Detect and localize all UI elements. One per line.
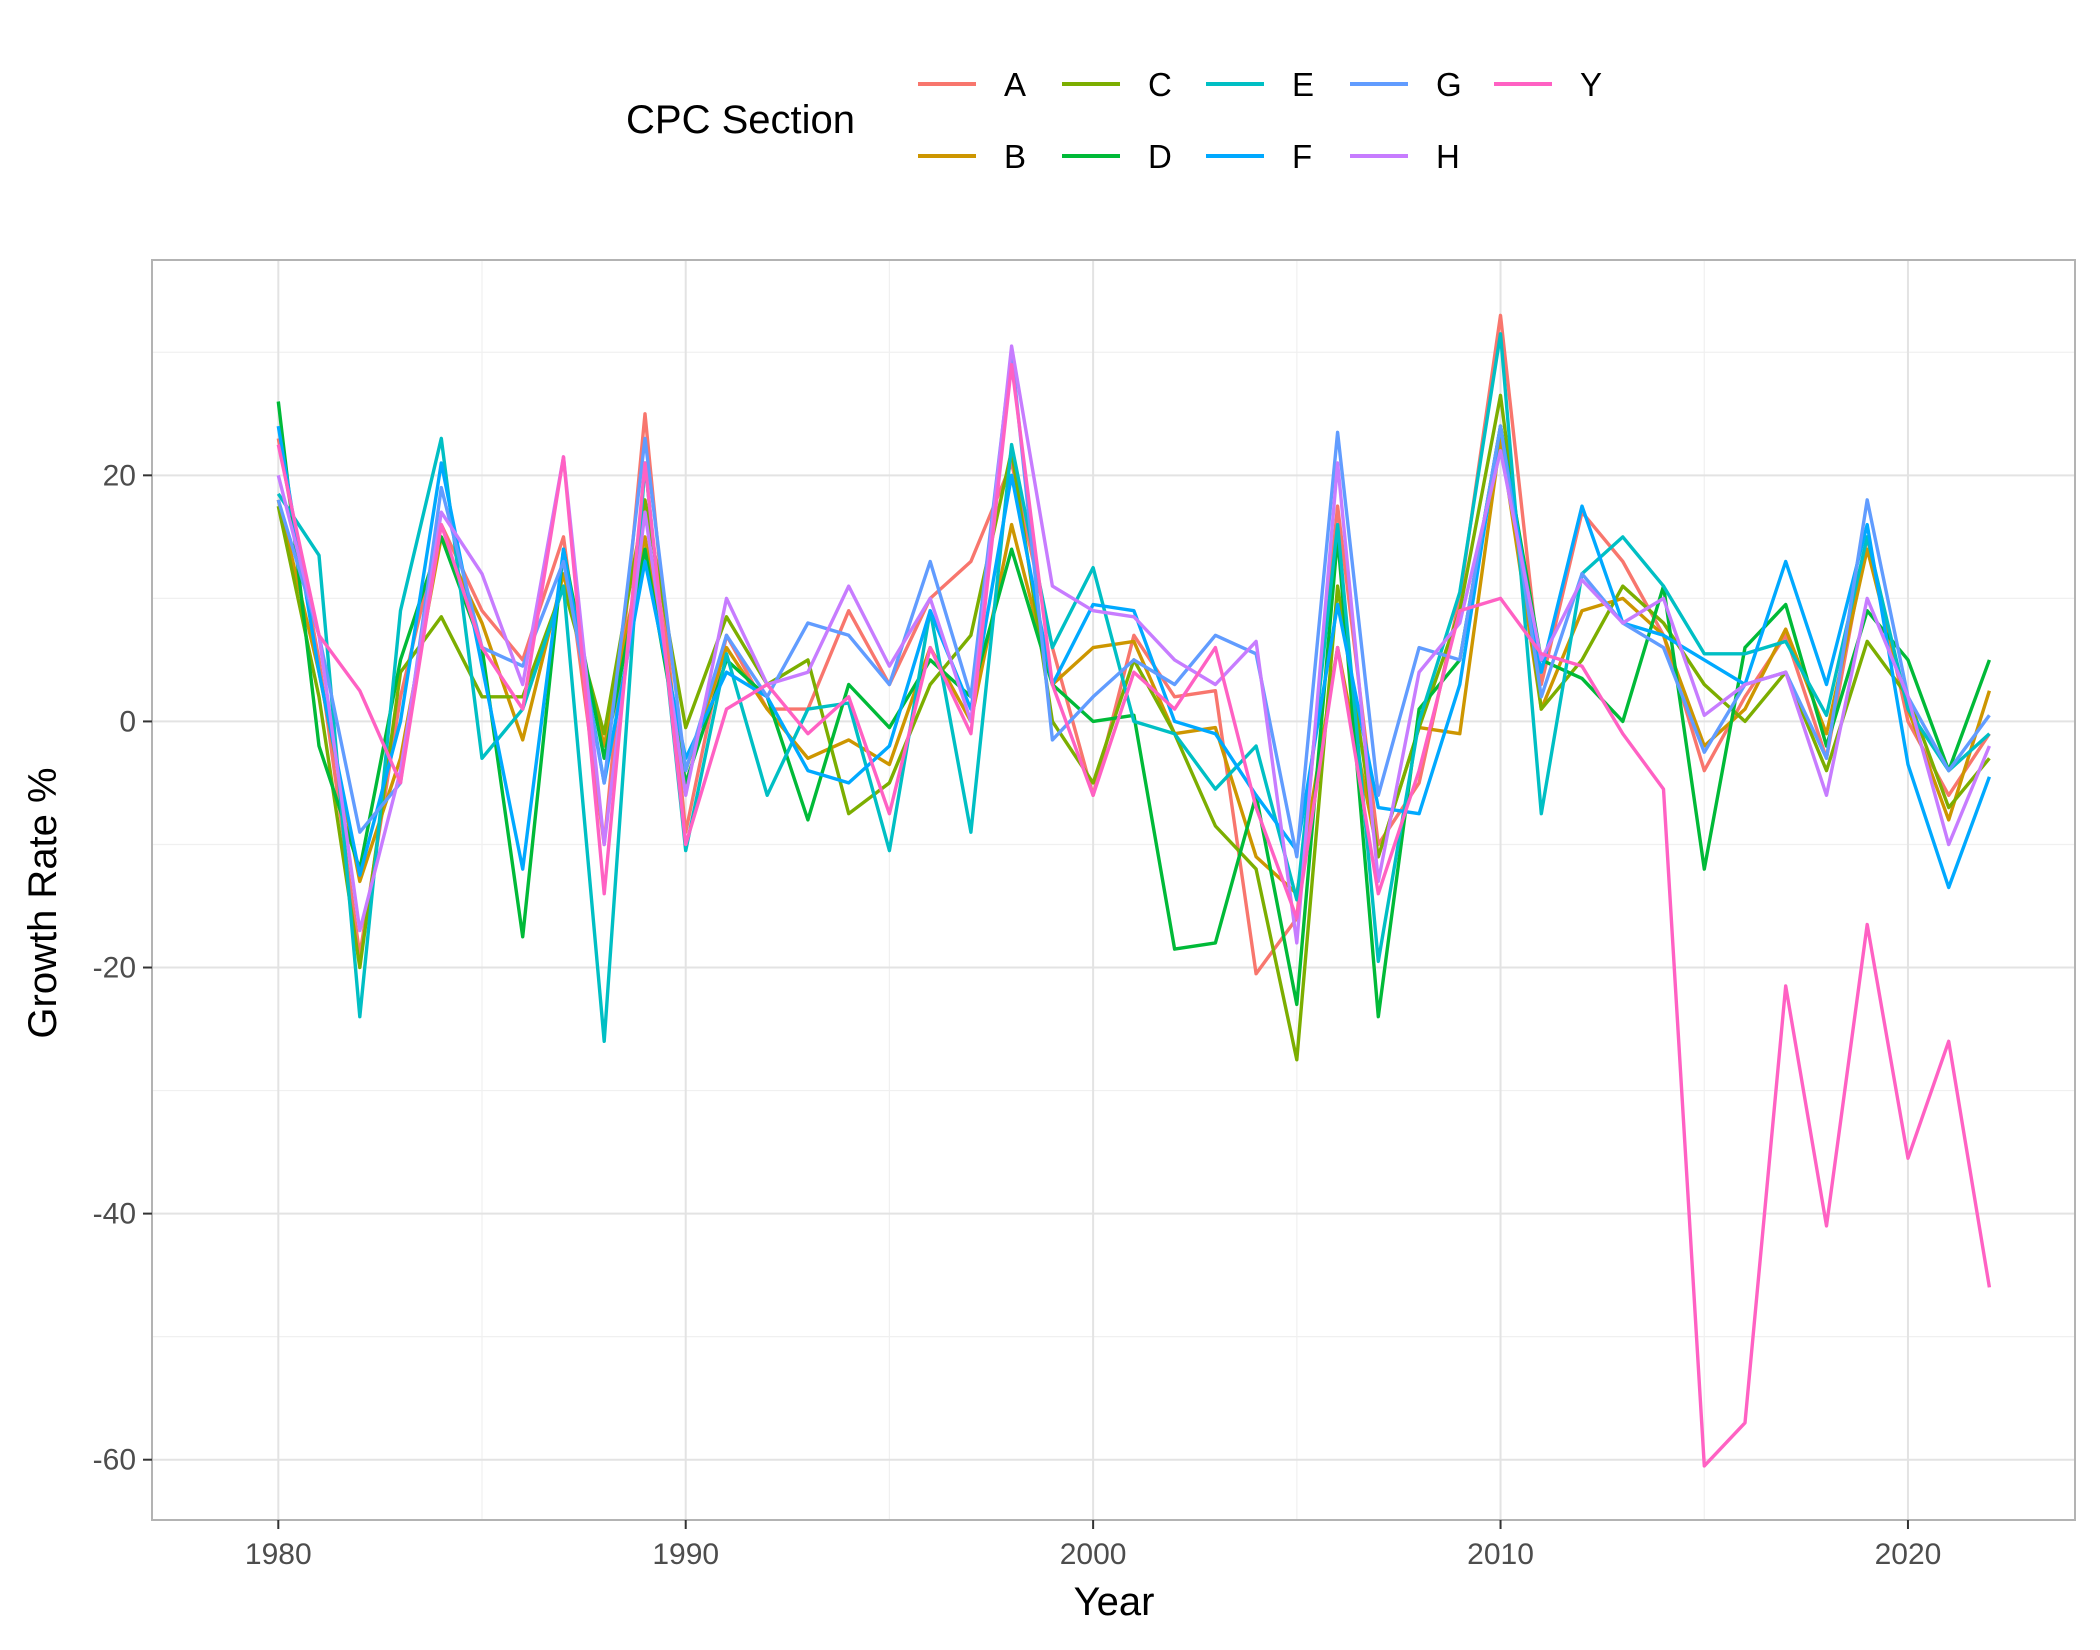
series-line-A: [276, 313, 1991, 976]
series-lines: [276, 313, 1992, 1468]
legend-label-G: G: [1436, 66, 1462, 103]
y-tick-label: 0: [119, 705, 136, 738]
x-axis-title: Year: [1074, 1580, 1155, 1624]
series-line-Y: [276, 362, 1992, 1468]
x-tick-label: 2020: [1875, 1538, 1942, 1571]
x-tick-label: 1980: [245, 1538, 312, 1571]
x-tick-label: 1990: [652, 1538, 719, 1571]
series-line-B: [276, 436, 1992, 896]
legend-item-G: G: [1350, 66, 1462, 103]
y-axis-title: Growth Rate %: [21, 767, 65, 1038]
legend-item-D: D: [1062, 138, 1172, 175]
legend-item-A: A: [918, 66, 1026, 103]
legend-item-Y: Y: [1494, 66, 1602, 103]
series-line-E: [276, 332, 1991, 1044]
legend: CPC Section AB CD EF GH Y: [626, 66, 1602, 175]
grid-minor: [152, 260, 2075, 1520]
plot-area: [151, 259, 2076, 1521]
legend-label-Y: Y: [1580, 66, 1602, 103]
x-tick-label: 2010: [1467, 1538, 1534, 1571]
y-axis: 20 0 -20 -40 -60: [93, 459, 152, 1477]
legend-label-C: C: [1148, 66, 1172, 103]
legend-label-F: F: [1292, 138, 1312, 175]
series-line-G: [276, 350, 1991, 859]
y-tick-label: -60: [93, 1444, 136, 1477]
y-tick-label: -40: [93, 1198, 136, 1231]
legend-item-E: E: [1206, 66, 1314, 103]
legend-title: CPC Section: [626, 98, 855, 142]
series-line-F: [276, 424, 1991, 890]
y-tick-label: 20: [103, 459, 136, 492]
legend-item-C: C: [1062, 66, 1172, 103]
legend-item-F: F: [1206, 138, 1312, 175]
legend-label-H: H: [1436, 138, 1460, 175]
legend-label-E: E: [1292, 66, 1314, 103]
legend-label-D: D: [1148, 138, 1172, 175]
panel-border: [151, 259, 2076, 1521]
legend-label-A: A: [1004, 66, 1026, 103]
y-tick-label: -20: [93, 952, 136, 985]
x-axis: 1980 1990 2000 2010 2020: [245, 1520, 1941, 1571]
legend-item-H: H: [1350, 138, 1460, 175]
legend-item-B: B: [918, 138, 1026, 175]
legend-items: AB CD EF GH Y: [918, 66, 1602, 175]
legend-label-B: B: [1004, 138, 1026, 175]
x-tick-label: 2000: [1060, 1538, 1127, 1571]
